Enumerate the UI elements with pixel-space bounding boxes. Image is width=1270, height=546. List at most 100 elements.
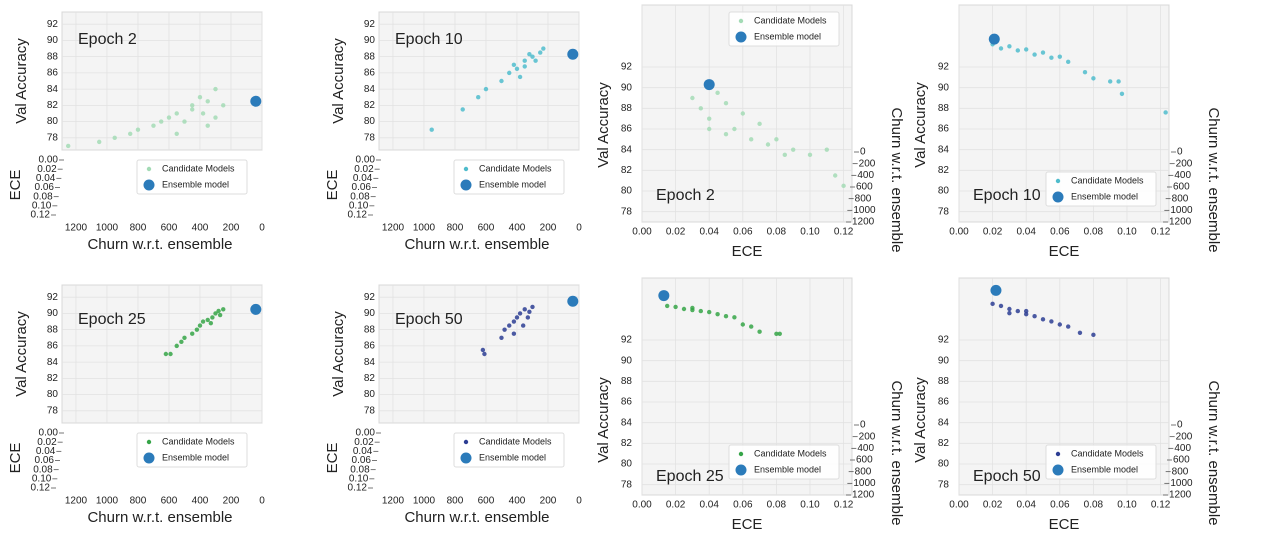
legend-label: Candidate Models — [1071, 175, 1144, 185]
panel-title: Epoch 2 — [78, 31, 137, 48]
candidate-point — [715, 90, 720, 96]
y-tick-label: 80 — [621, 459, 633, 470]
x-tick-label: 400 — [192, 223, 209, 234]
x-axis-label: ECE — [1049, 516, 1080, 533]
candidate-point — [179, 339, 184, 345]
x-tick-label: 0.04 — [1016, 500, 1036, 511]
candidate-point — [112, 135, 117, 141]
z-tick-label: 0.04 — [36, 446, 56, 457]
legend-marker — [143, 179, 155, 191]
legend-label: Ensemble model — [754, 31, 821, 41]
y-tick-label: 82 — [621, 165, 633, 176]
candidate-point — [732, 126, 737, 132]
candidate-point — [740, 322, 745, 327]
z-tick-label: 200 — [859, 158, 876, 169]
candidate-point — [538, 50, 543, 55]
candidate-point — [824, 147, 829, 152]
x-tick-label: 0.10 — [800, 500, 820, 511]
legend-marker — [460, 179, 472, 191]
candidate-point — [217, 312, 223, 318]
candidate-point — [782, 152, 787, 158]
candidate-point — [522, 64, 527, 69]
candidate-point — [690, 307, 695, 313]
candidate-point — [197, 95, 203, 100]
candidate-point — [1163, 110, 1168, 115]
z-tick-label: 0.12 — [31, 483, 51, 494]
z-tick-label: 0.04 — [353, 446, 373, 457]
y-tick-label: 90 — [364, 308, 376, 319]
z-tick-label: 0.02 — [37, 437, 57, 448]
z-tick-label: 0.00 — [39, 155, 59, 166]
legend-label: Candidate Models — [479, 163, 552, 173]
x-tick-label: 0.12 — [1151, 227, 1171, 238]
y-tick-label: 78 — [47, 405, 59, 416]
z-tick-label: 0.10 — [32, 200, 52, 211]
z-tick-label: 600 — [1173, 455, 1190, 466]
y-axis-label: Val Accuracy — [912, 377, 929, 463]
z-tick-label: 1200 — [852, 217, 875, 228]
z-tick-label: 600 — [1173, 182, 1190, 193]
candidate-point — [740, 111, 745, 116]
y-tick-label: 78 — [938, 206, 950, 217]
y-tick-label: 84 — [47, 357, 59, 368]
z-axis-label: Churn w.r.t. ensemble — [888, 107, 905, 252]
ensemble-point — [250, 303, 262, 315]
z-tick-label: 0.00 — [356, 428, 376, 439]
x-tick-label: 0.08 — [767, 500, 787, 511]
z-tick-label: 1200 — [852, 490, 875, 501]
candidate-point — [511, 319, 517, 324]
x-tick-label: 0.02 — [983, 500, 1003, 511]
plot-pane — [378, 284, 580, 424]
candidate-point — [1119, 91, 1125, 97]
y-tick-label: 88 — [364, 324, 376, 335]
candidate-point — [990, 301, 995, 307]
candidate-point — [182, 119, 187, 124]
candidate-point — [168, 351, 173, 357]
z-axis-label: ECE — [7, 443, 24, 474]
y-tick-label: 82 — [47, 100, 59, 111]
z-tick-label: 0.06 — [35, 182, 55, 193]
panel-title: Epoch 10 — [973, 187, 1041, 204]
y-tick-label: 90 — [47, 35, 59, 46]
candidate-point — [522, 58, 527, 63]
x-axis-label: Churn w.r.t. ensemble — [87, 236, 232, 253]
legend-marker — [738, 451, 744, 457]
legend-label: Candidate Models — [479, 436, 552, 446]
z-tick-label: 0.02 — [354, 437, 374, 448]
x-tick-label: 0.00 — [632, 500, 652, 511]
candidate-point — [200, 319, 206, 324]
z-tick-label: 0.10 — [349, 200, 369, 211]
x-tick-label: 400 — [509, 496, 526, 507]
z-tick-label: 0.12 — [348, 210, 368, 221]
legend-marker — [735, 31, 747, 43]
y-tick-label: 86 — [47, 341, 59, 352]
candidate-point — [128, 131, 133, 136]
candidate-point — [541, 46, 546, 51]
candidate-point — [723, 314, 729, 319]
z-tick-label: 1200 — [1169, 490, 1192, 501]
candidate-point — [765, 142, 771, 147]
y-tick-label: 88 — [621, 376, 633, 387]
z-tick-label: 0.06 — [35, 455, 55, 466]
x-tick-label: 0.02 — [666, 227, 686, 238]
legend-marker — [1052, 464, 1064, 476]
x-tick-label: 0 — [576, 223, 582, 234]
x-tick-label: 1200 — [382, 496, 405, 507]
candidate-point — [1049, 55, 1054, 60]
candidate-point — [507, 323, 512, 328]
candidate-point — [665, 303, 670, 309]
z-tick-label: 0.10 — [32, 473, 52, 484]
y-tick-label: 92 — [47, 19, 59, 30]
y-tick-label: 88 — [621, 103, 633, 114]
panel-title: Epoch 10 — [395, 31, 463, 48]
candidate-point — [221, 307, 226, 312]
candidate-point — [151, 123, 156, 128]
ensemble-point — [567, 48, 579, 60]
y-tick-label: 86 — [938, 124, 950, 135]
y-tick-label: 78 — [938, 479, 950, 490]
x-axis-label: ECE — [1049, 243, 1080, 260]
x-tick-label: 600 — [161, 223, 178, 234]
candidate-point — [482, 351, 487, 357]
y-tick-label: 86 — [364, 68, 376, 79]
legend-label: Ensemble model — [162, 452, 229, 462]
